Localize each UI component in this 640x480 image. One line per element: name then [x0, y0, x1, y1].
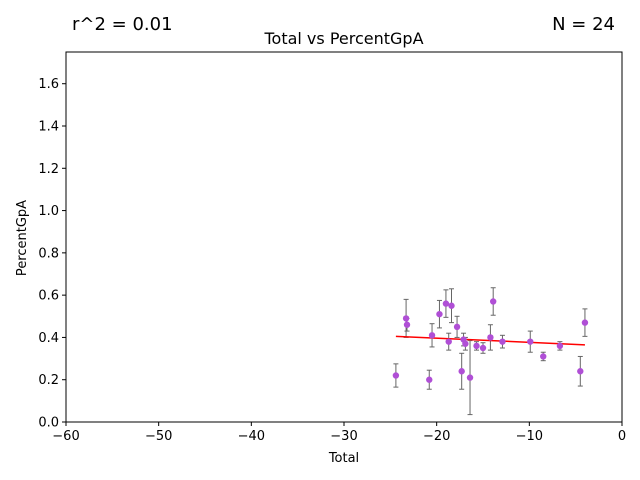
- data-point: [403, 321, 411, 328]
- data-point: [426, 376, 433, 383]
- y-tick-label: 0.6: [38, 289, 59, 304]
- data-point: [402, 315, 410, 322]
- y-tick-label: 0.2: [38, 373, 59, 388]
- y-tick-label: 1.6: [38, 77, 59, 92]
- x-tick-label: −10: [516, 429, 543, 444]
- x-tick-label: −40: [238, 429, 265, 444]
- data-point: [392, 372, 400, 379]
- data-point: [489, 298, 497, 305]
- y-tick-label: 0.4: [38, 331, 59, 346]
- data-point: [479, 344, 487, 352]
- data-point: [436, 310, 443, 318]
- sample-size-annotation: N = 24: [552, 14, 615, 35]
- data-point: [487, 334, 494, 341]
- data-point: [428, 332, 436, 339]
- r-squared-annotation: r^2 = 0.01: [72, 14, 173, 35]
- x-tick-label: −50: [145, 429, 172, 444]
- data-point: [448, 302, 455, 309]
- y-axis-label: PercentGpA: [15, 200, 30, 276]
- x-tick-label: 0: [618, 429, 626, 444]
- plot-area: −60 −50 −40 −30 −20 −10 0 0.0 0.2 0.4 0.6 0.8 1.0 1.2…: [38, 51, 626, 444]
- data-point: [462, 340, 469, 347]
- y-tick-label: 1.0: [38, 204, 59, 219]
- x-axis-label: Total: [328, 451, 359, 466]
- y-tick-label: 1.2: [38, 162, 59, 177]
- data-point: [499, 338, 506, 345]
- data-point: [473, 342, 480, 350]
- data-point: [442, 300, 450, 307]
- data-point: [540, 353, 547, 360]
- data-point: [556, 342, 564, 350]
- data-point: [466, 374, 474, 381]
- y-tick-label: 0.8: [38, 246, 59, 261]
- data-point: [453, 323, 461, 331]
- data-point: [445, 338, 452, 345]
- y-tick-label: 0.0: [38, 416, 59, 431]
- data-point: [458, 368, 465, 375]
- y-tick-label: 1.4: [38, 120, 59, 135]
- plot-frame: [65, 51, 623, 423]
- x-tick-label: −60: [52, 429, 79, 444]
- data-point: [527, 338, 534, 345]
- chart-title: Total vs PercentGpA: [263, 29, 423, 48]
- data-point: [581, 319, 589, 326]
- x-tick-label: −30: [330, 429, 357, 444]
- x-tick-label: −20: [423, 429, 450, 444]
- data-point: [577, 368, 584, 375]
